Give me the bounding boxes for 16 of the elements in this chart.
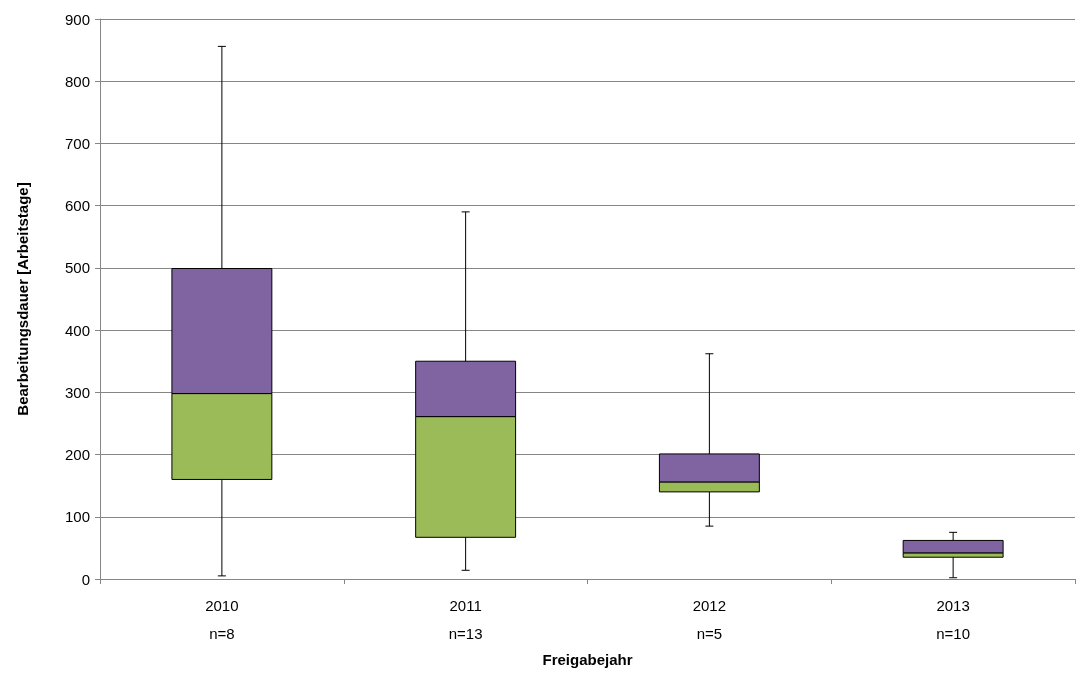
x-tick-label: 2012 n=5 — [692, 596, 727, 642]
y-tick-label: 300 — [64, 383, 90, 401]
y-axis-title: Bearbeitungsdauer [Arbeitstage] — [14, 182, 31, 416]
y-tick-label: 400 — [64, 321, 90, 339]
y-tick-label: 500 — [64, 259, 90, 277]
y-tick-label: 600 — [64, 197, 90, 215]
x-tick-label: 2013 n=10 — [936, 596, 971, 642]
x-tick-label: 2010 n=8 — [205, 596, 239, 642]
y-tick-label: 100 — [64, 508, 90, 526]
y-tick-label: 700 — [64, 134, 90, 152]
x-axis-title: Freigabejahr — [542, 650, 633, 668]
y-tick-label: 200 — [64, 446, 90, 464]
y-tick-label: 800 — [64, 72, 90, 90]
y-tick-label: 900 — [64, 10, 90, 28]
y-tick-label: 0 — [81, 570, 90, 588]
x-tick-label: 2011 n=13 — [448, 596, 483, 642]
